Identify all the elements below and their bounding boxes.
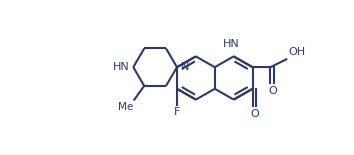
Text: OH: OH [288,47,306,57]
Text: F: F [174,107,180,117]
Text: HN: HN [113,62,129,72]
Text: O: O [268,86,277,96]
Text: Me: Me [118,102,133,112]
Text: N: N [181,62,189,72]
Text: O: O [250,109,259,119]
Text: HN: HN [223,39,240,49]
